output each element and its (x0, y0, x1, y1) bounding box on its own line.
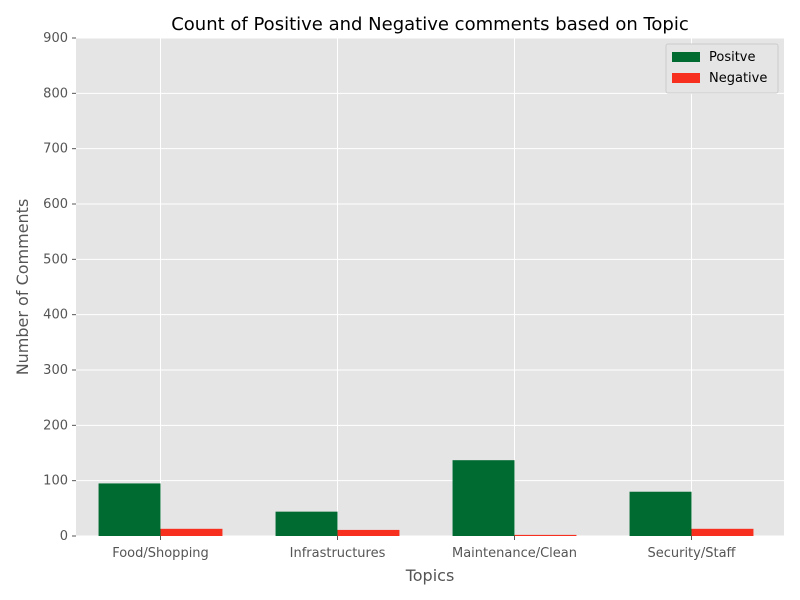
bar-negative-2 (337, 529, 400, 536)
x-axis: Food/Shopping Infrastructures Maintenance/… (112, 536, 737, 561)
legend-label-negative: Negative (709, 71, 767, 86)
x-tick-label: Maintenance/Clean (452, 546, 577, 561)
bar-positive-2 (275, 511, 338, 536)
legend-swatch-negative (672, 73, 700, 83)
y-tick-label: 100 (43, 474, 68, 489)
bars (98, 460, 754, 536)
plot-background (76, 38, 784, 536)
y-tick-label: 800 (43, 86, 68, 101)
chart-title: Count of Positive and Negative comments … (171, 14, 689, 35)
y-tick-label: 300 (43, 363, 68, 378)
y-tick-label: 700 (43, 142, 68, 157)
x-tick-label: Food/Shopping (112, 546, 209, 561)
bar-positive-3 (452, 460, 515, 536)
y-tick-label: 500 (43, 252, 68, 267)
grid (76, 37, 784, 537)
y-tick-label: 600 (43, 197, 68, 212)
y-tick-label: 200 (43, 418, 68, 433)
bar-positive-4 (629, 491, 692, 536)
legend: Positve Negative (665, 43, 779, 94)
bar-positive-1 (98, 483, 161, 536)
legend-label-positive: Positve (709, 50, 756, 65)
y-axis-label: Number of Comments (13, 199, 32, 376)
bar-negative-4 (691, 528, 754, 536)
y-tick-label: 400 (43, 308, 68, 323)
x-tick-label: Infrastructures (290, 546, 386, 561)
x-axis-label: Topics (405, 566, 455, 585)
legend-swatch-positive (672, 52, 700, 62)
y-tick-label: 0 (60, 529, 68, 544)
y-tick-label: 900 (43, 31, 68, 46)
x-tick-label: Security/Staff (647, 546, 736, 561)
bar-negative-1 (160, 528, 223, 536)
y-axis: 0 100 200 300 400 500 600 700 800 900 (43, 31, 76, 544)
bar-negative-3 (514, 534, 577, 536)
